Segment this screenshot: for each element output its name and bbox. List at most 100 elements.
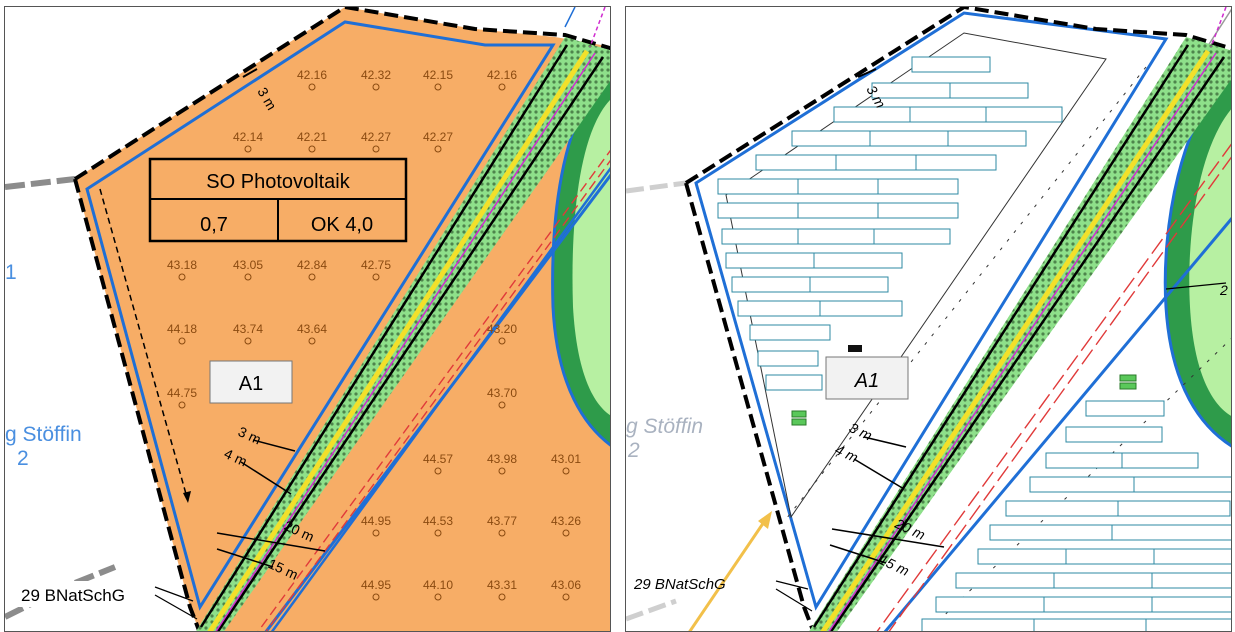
place-label: g Stöffin [5,423,82,446]
edge-label: 2 [1219,282,1228,298]
pv-module [921,618,1035,631]
pv-module [1029,476,1135,493]
elevation-marker [308,145,316,153]
pv-module [989,524,1113,541]
elevation-marker [178,273,186,281]
place-label: g Stöffin [626,415,703,438]
elevation-value: 43.20 [487,322,517,336]
pv-module [721,228,799,245]
elevation-marker [372,593,380,601]
yellow-road [207,49,590,631]
pv-module [1085,400,1165,417]
pv-module [869,130,949,147]
pv-module [909,106,987,123]
pv-module [877,178,959,195]
pv-module [813,252,903,269]
elevation-marker [372,145,380,153]
elevation-value: 44.57 [423,452,453,466]
elevation-value: 43.98 [487,452,517,466]
elevation-value: 44.75 [167,386,197,400]
pv-module [949,82,1029,99]
elevation-marker [434,593,442,601]
grz-value: 0,7 [200,214,228,236]
area-label: A1 [854,370,879,392]
pv-module [809,276,889,293]
elevation-marker [308,273,316,281]
elevation-value: 43.06 [551,578,581,592]
elevation-marker [498,401,506,409]
dim-3m: 3 m [847,419,875,444]
pv-module [819,300,903,317]
elevation-value: 43.31 [487,578,517,592]
zone-name: SO Photovoltaik [206,171,350,193]
pv-module [797,228,875,245]
elevation-value: 42.15 [423,68,453,82]
pv-module-rows [717,56,1231,631]
pv-module [985,106,1063,123]
pv-module [737,300,821,317]
pv-module [1153,548,1231,565]
pv-module [765,374,823,391]
elevation-value: 44.95 [361,578,391,592]
outer-boundary [684,7,1231,185]
elevation-value: 43.74 [233,322,263,336]
edge-label: 1 [5,261,17,284]
elevation-marker [434,529,442,537]
elevation-marker [244,145,252,153]
place-label-2: 2 [627,439,640,462]
pv-module [725,252,815,269]
pv-module [1043,596,1153,613]
elevation-value: 43.18 [167,258,197,272]
elevation-marker [498,467,506,475]
pv-module [1033,618,1147,631]
elevation-value: 43.77 [487,514,517,528]
law-label: 29 BNatSchG [633,576,726,593]
area-label: A1 [239,373,263,395]
elevation-value: 42.16 [487,68,517,82]
pv-module [1145,618,1231,631]
elevation-value: 43.26 [551,514,581,528]
pv-module [797,202,879,219]
pv-module [1045,452,1123,469]
elevation-marker [498,83,506,91]
elevation-value: 42.27 [361,130,391,144]
green-inner [1189,109,1231,416]
elevation-value: 43.70 [487,386,517,400]
elevation-marker [498,593,506,601]
pv-module [873,228,951,245]
red-dash-line [876,143,1231,631]
elevation-value: 44.18 [167,322,197,336]
pv-module [877,202,959,219]
pv-module [1111,524,1231,541]
pv-module [749,324,831,341]
pv-module [1133,476,1231,493]
elevation-value: 42.14 [233,130,263,144]
pv-module [1151,572,1231,589]
elevation-value: 42.27 [423,130,453,144]
elevation-value: 43.05 [233,258,263,272]
pv-module [757,350,819,367]
dim-15m: 15 m [877,551,912,579]
elevation-value: 42.32 [361,68,391,82]
map-right-svg: A1 3 m 3 m 4 m 20 m 15 m 2 g Stöffin 2 2… [626,7,1231,631]
dim-4m: 4 m [833,441,861,466]
green-inner [572,100,610,416]
elevation-marker [562,529,570,537]
elevation-marker [434,145,442,153]
plan-panel-left: SO Photovoltaik 0,7 OK 4,0 A1 3 m 3 m 4 … [4,6,611,632]
elevation-marker [498,337,506,345]
pv-module [835,154,917,171]
pv-module [915,154,997,171]
pv-module [977,548,1067,565]
pv-module [1121,452,1199,469]
pv-module [797,178,879,195]
pv-module [717,202,799,219]
map-left-svg: SO Photovoltaik 0,7 OK 4,0 A1 3 m 3 m 4 … [5,7,610,631]
elevation-value: 44.53 [423,514,453,528]
pv-module [755,154,837,171]
pv-module [1065,426,1163,443]
elevation-value: 43.64 [297,322,327,336]
pv-module [911,56,991,73]
elevation-marker [434,83,442,91]
height-value: OK 4,0 [311,214,373,236]
